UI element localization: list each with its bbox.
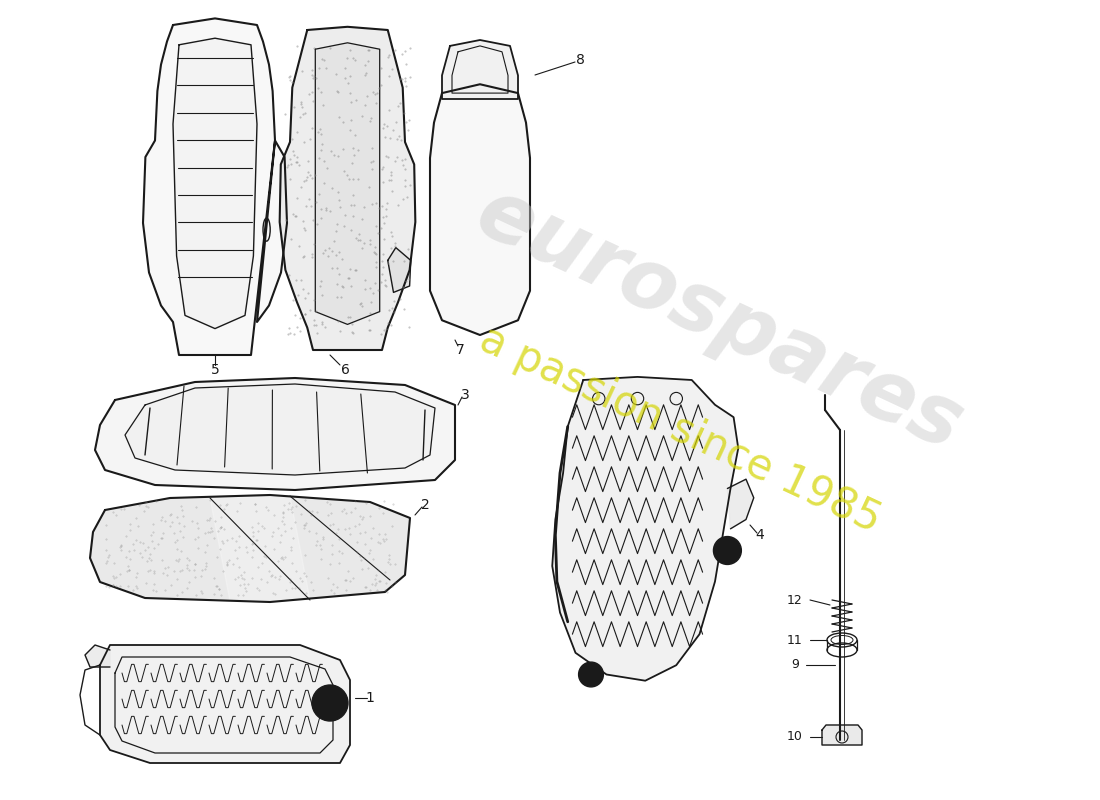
Polygon shape bbox=[90, 495, 410, 602]
Polygon shape bbox=[316, 42, 380, 325]
Polygon shape bbox=[430, 84, 530, 335]
Polygon shape bbox=[95, 378, 455, 490]
Polygon shape bbox=[210, 496, 310, 601]
Circle shape bbox=[714, 537, 741, 565]
Text: 7: 7 bbox=[455, 343, 464, 357]
Polygon shape bbox=[387, 248, 410, 292]
Polygon shape bbox=[279, 26, 416, 350]
Polygon shape bbox=[143, 18, 287, 355]
Text: 3: 3 bbox=[461, 388, 470, 402]
Text: a passion since 1985: a passion since 1985 bbox=[473, 318, 888, 542]
Polygon shape bbox=[173, 38, 257, 329]
Text: 11: 11 bbox=[788, 634, 803, 646]
Text: eurospares: eurospares bbox=[464, 172, 976, 468]
Polygon shape bbox=[822, 725, 862, 745]
Polygon shape bbox=[442, 40, 518, 99]
Text: 6: 6 bbox=[341, 363, 350, 377]
Text: 4: 4 bbox=[756, 528, 764, 542]
Text: 9: 9 bbox=[791, 658, 799, 671]
Polygon shape bbox=[85, 645, 110, 667]
Polygon shape bbox=[727, 479, 754, 529]
Text: 5: 5 bbox=[210, 363, 219, 377]
Polygon shape bbox=[125, 384, 434, 475]
Circle shape bbox=[312, 685, 348, 721]
Text: 10: 10 bbox=[788, 730, 803, 743]
Polygon shape bbox=[100, 645, 350, 763]
Text: 2: 2 bbox=[420, 498, 429, 512]
Polygon shape bbox=[552, 377, 738, 681]
Circle shape bbox=[579, 662, 604, 687]
Text: 1: 1 bbox=[365, 691, 374, 705]
Text: 12: 12 bbox=[788, 594, 803, 606]
Text: 8: 8 bbox=[575, 53, 584, 67]
